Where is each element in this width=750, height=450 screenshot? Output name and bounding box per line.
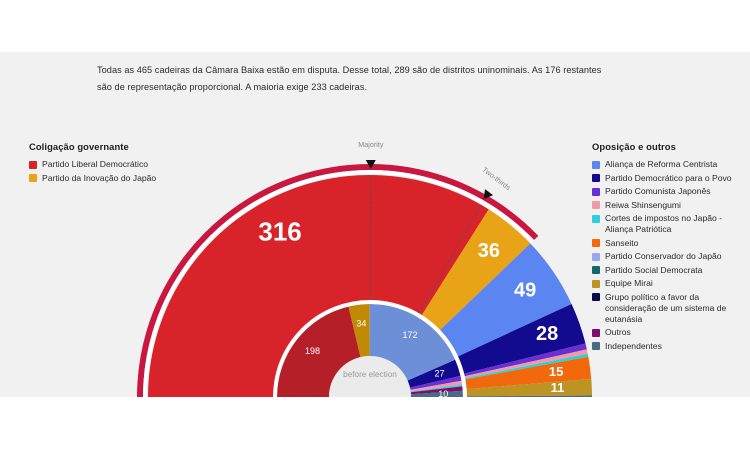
legend-color-swatch (592, 187, 600, 196)
legend-left-item[interactable]: Partido Liberal Democrático (29, 159, 199, 170)
legend-item-label: Outros (605, 327, 631, 337)
legend-item-label: Sanseito (605, 237, 639, 248)
legend-item-label: Grupo político a favor da consideração d… (605, 291, 727, 324)
legend-right-item[interactable]: Partido Comunista Japonês (592, 186, 742, 197)
legend-color-swatch (592, 252, 600, 261)
legend-right-item[interactable]: Partido Conservador do Japão (592, 251, 742, 262)
legend-color-swatch (592, 293, 600, 301)
legend-item-label: Cortes de impostos no Japão - Aliança Pa… (605, 213, 723, 234)
legend-item-label: Partido Democrático para o Povo (605, 172, 732, 183)
coalition-rim-gap (143, 170, 534, 397)
legend-color-swatch (29, 160, 37, 169)
outer-slice[interactable] (420, 209, 531, 332)
inner-slice[interactable] (277, 306, 361, 397)
legend-right-item[interactable]: Partido Democrático para o Povo (592, 173, 742, 184)
intro-paragraph: Todas as 465 cadeiras da Câmara Baixa es… (97, 65, 602, 93)
inner-slice[interactable] (410, 380, 463, 392)
legend-color-swatch (592, 239, 600, 247)
outer-slice[interactable] (464, 395, 592, 397)
legend-item-label: Partido da Inovação do Japão (42, 172, 157, 183)
legend-right-item[interactable]: Partido Social Democrata (592, 265, 742, 276)
ring-separator-arc (273, 300, 467, 397)
outer-slice-value: 316 (258, 217, 301, 247)
legend-color-swatch (29, 174, 37, 182)
inner-slice[interactable] (410, 390, 463, 397)
legend-right-items: Aliança de Reforma Centrista Partido Demo… (592, 159, 742, 352)
outer-slice-value: 49 (514, 280, 536, 302)
legend-left-title: Coligação governante (29, 141, 129, 152)
inner-slice[interactable] (410, 386, 463, 395)
legend-right-item[interactable]: Reiwa Shinsengumi (592, 200, 742, 211)
legend-opposition-and-others: Oposição e outros Aliança de Reforma Cen… (592, 141, 742, 354)
legend-item-label: Partido Social Democrata (605, 264, 703, 275)
legend-item-label: Partido Conservador do Japão (605, 251, 722, 261)
legend-color-swatch (592, 328, 600, 337)
legend-right-item[interactable]: Independentes (592, 341, 742, 352)
outer-slice[interactable] (462, 343, 587, 377)
legend-right-item[interactable]: Aliança de Reforma Centrista (592, 159, 742, 170)
inner-slice-value: 10 (438, 389, 448, 397)
inner-slice-value: 198 (305, 346, 320, 356)
outer-slice[interactable] (462, 349, 588, 379)
inner-slice[interactable] (369, 304, 456, 381)
inner-ring-slices (277, 304, 463, 397)
outer-slice[interactable] (148, 174, 489, 397)
inner-slice[interactable] (410, 384, 463, 393)
inner-slice-value: 27 (434, 368, 444, 378)
legend-item-label: Aliança de Reforma Centrista (605, 159, 718, 169)
majority-marker-label: Majority (358, 140, 384, 149)
inner-slice[interactable] (409, 375, 462, 390)
legend-color-swatch (592, 214, 600, 223)
inner-slice[interactable] (348, 304, 370, 358)
legend-item-label: Reiwa Shinsengumi (605, 199, 681, 210)
legend-right-item[interactable]: Outros (592, 327, 742, 338)
legend-item-label: Independentes (605, 340, 662, 351)
center-hub-label: before election (343, 370, 397, 379)
legend-color-swatch (592, 201, 600, 209)
outer-slice[interactable] (463, 353, 589, 380)
outer-slice-value: 36 (478, 240, 500, 262)
legend-left-items: Partido Liberal Democrático Partido da In… (29, 159, 199, 184)
legend-color-swatch (592, 342, 600, 350)
outer-slice[interactable] (456, 303, 586, 375)
two-thirds-marker-label: Two-thirds (481, 165, 513, 192)
legend-right-item[interactable]: Equipe Mirai (592, 278, 742, 289)
legend-right-item[interactable]: Grupo político a favor da consideração d… (592, 292, 742, 325)
outer-slice-value: 11 (551, 380, 565, 395)
outer-ring-slices (148, 174, 592, 397)
two-thirds-marker-arrow (483, 189, 494, 200)
inner-slice[interactable] (407, 359, 461, 388)
chart-svg: before election Majority Two-thirds 316 36 4… (137, 140, 592, 397)
legend-right-item[interactable]: Sanseito (592, 238, 742, 249)
legend-color-swatch (592, 160, 600, 169)
legend-item-label: Equipe Mirai (605, 278, 653, 288)
legend-item-label: Partido Comunista Japonês (605, 186, 711, 196)
outer-slice[interactable] (463, 356, 592, 390)
outer-slice-value: 28 (536, 323, 558, 345)
legend-right-title: Oposição e outros (592, 141, 676, 152)
majority-marker-arrow (365, 160, 376, 170)
half-donut-chart: before election Majority Two-thirds 316 36 4… (0, 52, 750, 397)
inner-slice-value: 34 (356, 319, 366, 329)
legend-color-swatch (592, 174, 600, 182)
two-thirds-threshold-line (418, 204, 482, 314)
outer-slice[interactable] (438, 243, 572, 358)
legend-left-item[interactable]: Partido da Inovação do Japão (29, 173, 199, 184)
coalition-rim-arc (137, 164, 539, 397)
legend-color-swatch (592, 279, 600, 288)
legend-color-swatch (592, 266, 600, 274)
legend-right-item[interactable]: Cortes de impostos no Japão - Aliança Pa… (592, 213, 742, 235)
inner-slice-value: 172 (402, 330, 417, 340)
legend-governing-coalition: Coligação governante Partido Liberal Dem… (29, 141, 199, 186)
center-hub (329, 356, 411, 397)
legend-item-label: Partido Liberal Democrático (42, 159, 149, 169)
outer-slice[interactable] (464, 379, 592, 397)
outer-slice-value: 15 (549, 364, 563, 379)
